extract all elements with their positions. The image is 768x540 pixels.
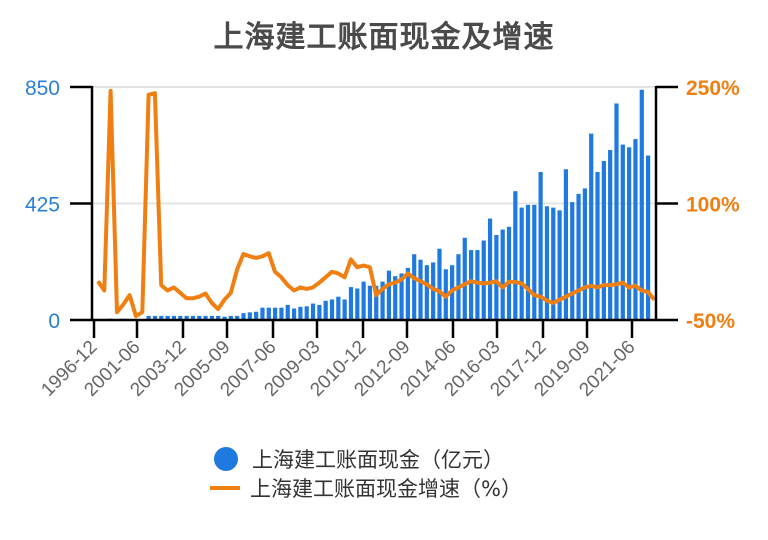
- cash-bar: [544, 206, 550, 320]
- cash-bar: [513, 191, 518, 320]
- cash-bar: [431, 262, 436, 320]
- cash-bar: [538, 171, 543, 320]
- cash-bar: [329, 299, 335, 320]
- cash-bar: [336, 296, 341, 320]
- cash-bar: [228, 315, 233, 320]
- cash-bar: [633, 139, 638, 320]
- line-series-marker-icon: [210, 485, 240, 490]
- cash-bar: [247, 312, 252, 320]
- cash-bar: [323, 300, 328, 320]
- cash-bar: [494, 235, 499, 320]
- cash-bar: [159, 315, 164, 320]
- cash-bar: [462, 237, 467, 320]
- right-axis-tick-label: -50%: [686, 310, 735, 333]
- cash-bar: [184, 315, 189, 320]
- cash-bar: [254, 311, 259, 320]
- cash-bar: [601, 161, 606, 320]
- cash-bar: [266, 307, 271, 320]
- cash-bar: [532, 204, 537, 320]
- cash-bar: [487, 218, 493, 320]
- cash-bar: [614, 103, 619, 321]
- cash-bar: [355, 288, 360, 320]
- legend-cash-label: 上海建工账面现金（亿元）: [252, 447, 504, 472]
- cash-bar: [570, 202, 575, 320]
- cash-bar: [260, 307, 265, 320]
- cash-bar: [304, 306, 309, 320]
- cash-bar: [197, 315, 202, 320]
- left-axis-tick-label: 425: [25, 194, 60, 217]
- cash-bar: [361, 281, 366, 320]
- cash-bar: [203, 315, 208, 320]
- cash-bar: [525, 204, 531, 320]
- cash-bar: [608, 150, 613, 320]
- cash-bar: [298, 306, 303, 320]
- cash-bar: [481, 240, 486, 320]
- cash-bar: [519, 207, 524, 320]
- cash-bar: [418, 259, 423, 320]
- cash-bar: [374, 285, 379, 320]
- cash-bar: [165, 315, 170, 320]
- right-axis-tick-label: 100%: [686, 194, 740, 217]
- cash-bars: [108, 89, 651, 321]
- right-axis-tick-label: 250%: [686, 77, 740, 100]
- legend: 上海建工账面现金（亿元） 上海建工账面现金增速（%）: [210, 444, 522, 502]
- cash-bar: [393, 276, 398, 320]
- cash-bar: [500, 229, 505, 320]
- cash-bar: [589, 133, 594, 320]
- cash-bar: [348, 287, 354, 320]
- cash-bar: [582, 188, 587, 320]
- cash-bar: [317, 304, 322, 320]
- cash-bar: [380, 281, 385, 320]
- cash-bar: [178, 315, 183, 320]
- cash-bar: [475, 250, 480, 320]
- cash-bar: [639, 89, 644, 320]
- cash-bar: [412, 254, 417, 320]
- bar-series-marker-icon: [214, 446, 238, 471]
- cash-bar: [273, 307, 278, 320]
- legend-item-cash[interactable]: 上海建工账面现金（亿元）: [210, 444, 522, 473]
- axis-labels: 0425850-50%100%250%1996-122001-062003-12…: [25, 77, 740, 401]
- cash-bar: [171, 315, 177, 320]
- cash-bar: [405, 267, 410, 320]
- cash-bar: [627, 147, 632, 320]
- cash-bar: [216, 315, 221, 320]
- cash-bar: [468, 250, 474, 320]
- cash-bar: [235, 315, 240, 320]
- cash-bar: [595, 171, 600, 320]
- cash-bar: [437, 248, 442, 320]
- cash-bar: [342, 299, 347, 320]
- cash-bar: [279, 307, 284, 320]
- cash-bar: [399, 273, 404, 320]
- cash-bar: [386, 270, 392, 320]
- cash-bar: [424, 265, 429, 320]
- cash-bar: [563, 169, 569, 320]
- chart-title: 上海建工账面现金及增速: [213, 20, 555, 55]
- cash-bar: [209, 315, 214, 320]
- left-axis-tick-label: 850: [25, 77, 60, 100]
- cash-bar: [367, 285, 373, 320]
- cash-bar: [620, 144, 625, 320]
- cash-bar: [190, 315, 196, 320]
- cash-bar: [557, 210, 562, 320]
- cash-bar: [146, 315, 151, 320]
- gridlines: [92, 86, 656, 205]
- cash-bar: [291, 308, 297, 320]
- cash-bar: [241, 313, 246, 320]
- cash-bar: [222, 316, 227, 320]
- cash-bar: [551, 207, 556, 320]
- growth-line: [96, 88, 656, 319]
- cash-bar: [576, 193, 581, 320]
- cash-bar: [506, 226, 512, 320]
- cash-bar: [646, 155, 651, 320]
- axes: [70, 85, 678, 338]
- left-axis-tick-label: 0: [48, 310, 60, 333]
- legend-item-growth[interactable]: 上海建工账面现金增速（%）: [210, 473, 522, 502]
- cash-bar: [285, 304, 290, 320]
- cash-bar: [310, 303, 316, 320]
- legend-growth-label: 上海建工账面现金增速（%）: [250, 476, 522, 501]
- cash-bar: [152, 315, 158, 320]
